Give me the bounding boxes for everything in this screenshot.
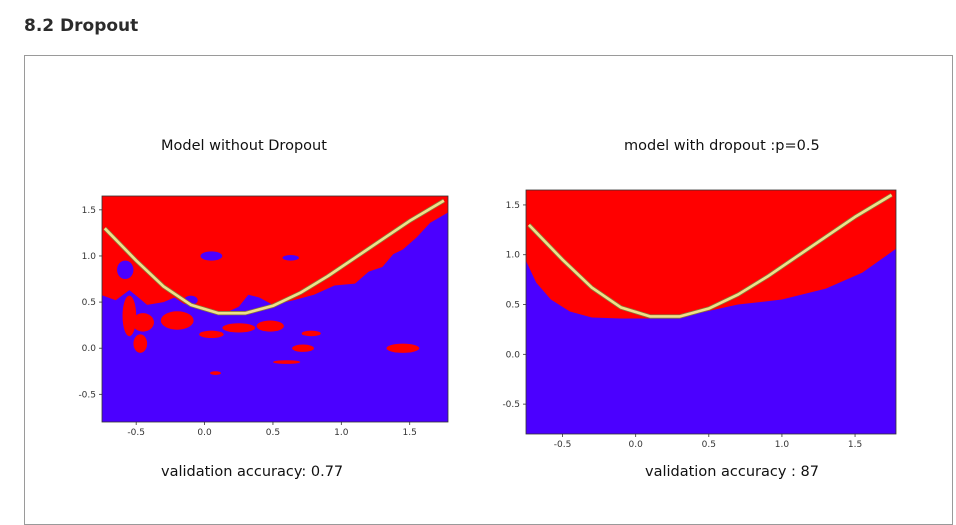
x-tick-label: 0.0 <box>629 440 644 450</box>
overfit-blue-island <box>282 255 299 261</box>
x-tick-label: -0.5 <box>127 428 145 438</box>
right-validation-accuracy: validation accuracy : 87 <box>645 464 819 480</box>
overfit-red-island <box>301 330 321 337</box>
overfit-red-island <box>133 334 148 353</box>
overfit-blue-island <box>248 303 257 310</box>
x-tick-label: 1.5 <box>403 428 417 438</box>
overfit-red-island <box>256 320 284 332</box>
decision-region-layer <box>102 196 448 422</box>
y-tick-label: 1.0 <box>506 251 521 261</box>
x-tick-label: 0.5 <box>266 428 280 438</box>
decision-region-layer <box>526 190 896 434</box>
y-tick-label: 0.5 <box>506 301 520 311</box>
overfit-red-island <box>386 343 420 353</box>
y-tick-label: 0.5 <box>82 298 96 308</box>
y-tick-label: 0.0 <box>506 350 521 360</box>
left-validation-accuracy: validation accuracy: 0.77 <box>161 464 344 480</box>
overfit-red-island <box>199 330 224 339</box>
overfit-red-island <box>292 344 314 352</box>
overfit-red-island <box>132 313 154 332</box>
y-tick-label: -0.5 <box>502 400 520 410</box>
overfit-red-island <box>122 295 137 337</box>
overfit-red-island <box>272 360 301 364</box>
right-panel-title: model with dropout :p=0.5 <box>624 138 820 154</box>
x-tick-label: 0.0 <box>197 428 212 438</box>
overfit-red-island <box>222 323 256 333</box>
class-1-region <box>102 212 448 422</box>
overfit-blue-island <box>117 260 134 280</box>
overfit-red-island <box>210 371 221 375</box>
class-1-region <box>526 248 896 434</box>
section-title: 8.2 Dropout <box>24 16 139 36</box>
y-tick-label: -0.5 <box>78 390 96 400</box>
axes-frame <box>101 195 449 423</box>
left-panel-title: Model without Dropout <box>161 138 327 154</box>
y-tick-label: 1.5 <box>506 201 520 211</box>
overfit-red-island <box>160 311 194 330</box>
x-tick-label: 1.0 <box>775 440 790 450</box>
y-tick-label: 1.5 <box>82 206 96 216</box>
x-tick-label: -0.5 <box>554 440 572 450</box>
right-decision-boundary-plot: -0.5 0.0 0.5 1.0 1.5 -0.5 0.0 0.5 1.0 1.5 <box>502 189 897 450</box>
true-boundary-curve <box>103 199 445 315</box>
left-decision-boundary-plot: -0.5 0.0 0.5 1.0 1.5 -0.5 0.0 0.5 1.0 1.5 <box>78 195 449 438</box>
axes-frame <box>525 189 897 435</box>
x-tick-label: 1.5 <box>848 440 862 450</box>
y-tick-label: 0.0 <box>82 344 97 354</box>
y-tick-label: 1.0 <box>82 252 97 262</box>
true-boundary-curve <box>527 193 893 318</box>
x-tick-label: 0.5 <box>702 440 716 450</box>
x-tick-label: 1.0 <box>334 428 349 438</box>
overfit-blue-island <box>200 251 223 261</box>
